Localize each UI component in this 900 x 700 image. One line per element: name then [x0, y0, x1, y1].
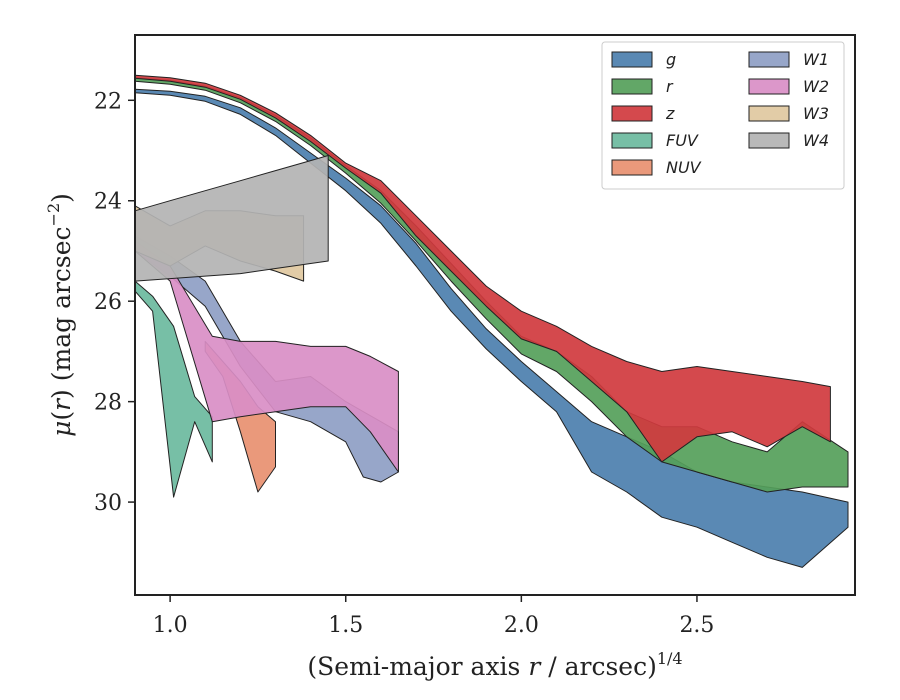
legend-swatch-g	[611, 51, 653, 68]
legend-swatch-w4	[748, 132, 790, 149]
legend-label-nuv: NUV	[666, 158, 702, 177]
legend-label-w4: W4	[803, 131, 829, 150]
legend-label-w3: W3	[803, 104, 829, 123]
y-axis-ticks: 22 24 26 28 30	[94, 89, 135, 516]
x-tick-label: 2.0	[504, 613, 539, 638]
y-axis-label: μ(r) (mag arcsec−2)	[44, 193, 76, 437]
y-tick-label: 22	[94, 89, 122, 114]
legend-swatch-w3	[748, 105, 790, 122]
x-tick-label: 2.5	[679, 613, 714, 638]
band-fuv	[134, 280, 213, 498]
legend: grz FUV NUV W1 W2 W3 W4	[601, 41, 845, 190]
y-tick-label: 24	[94, 190, 122, 215]
legend-swatch-z	[611, 105, 653, 122]
band-z	[134, 74, 831, 463]
legend-label-r: r	[666, 77, 674, 96]
legend-label-fuv: FUV	[666, 131, 699, 150]
x-tick-label: 1.5	[328, 613, 363, 638]
y-tick-label: 26	[94, 290, 122, 315]
legend-swatch-fuv	[611, 132, 653, 149]
plot-frame	[134, 34, 856, 596]
band-g	[134, 88, 849, 568]
band-w4	[134, 155, 329, 282]
band-w2	[134, 240, 399, 473]
legend-swatch-r	[611, 78, 653, 95]
legend-label-g: g	[666, 50, 676, 69]
y-tick-label: 30	[94, 491, 122, 516]
legend-label-z: z	[665, 104, 675, 123]
legend-label-w1: W1	[803, 50, 829, 69]
legend-swatch-w2	[748, 78, 790, 95]
y-tick-label: 28	[94, 391, 122, 416]
bands-layer	[134, 74, 849, 568]
x-tick-label: 1.0	[153, 613, 188, 638]
legend-label-w2: W2	[803, 77, 829, 96]
x-axis-ticks: 1.0 1.5 2.0 2.5	[153, 595, 714, 638]
x-axis-label: (Semi-major axis r / arcsec)1/4	[307, 649, 682, 681]
legend-swatch-w1	[748, 51, 790, 68]
legend-swatch-nuv	[611, 159, 653, 176]
